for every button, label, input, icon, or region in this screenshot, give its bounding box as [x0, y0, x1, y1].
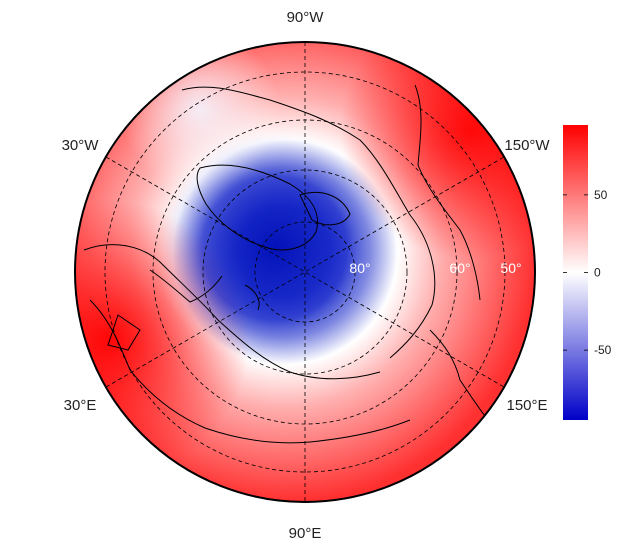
- coastlines: [83, 84, 489, 444]
- colorbar-tick-label: -50: [594, 343, 612, 357]
- colorbar: 50 0 -50: [563, 125, 612, 420]
- lon-label-30w: 30°W: [62, 137, 100, 154]
- lon-label-150e: 150°E: [506, 397, 547, 414]
- lon-label-90e: 90°E: [289, 525, 322, 542]
- lat-label-80: 80°: [349, 260, 370, 276]
- lon-label-90w: 90°W: [287, 9, 325, 26]
- map-boundary: [74, 41, 536, 503]
- lat-label-50: 50°: [500, 260, 521, 276]
- lat-label-60: 60°: [449, 260, 470, 276]
- colorbar-tick-label: 0: [594, 266, 601, 280]
- anomaly-field: [75, 42, 535, 502]
- lon-label-30e: 30°E: [64, 397, 97, 414]
- colorbar-ramp: [563, 125, 588, 420]
- lon-label-150w: 150°W: [504, 137, 550, 154]
- colorbar-tick-label: 50: [594, 188, 608, 202]
